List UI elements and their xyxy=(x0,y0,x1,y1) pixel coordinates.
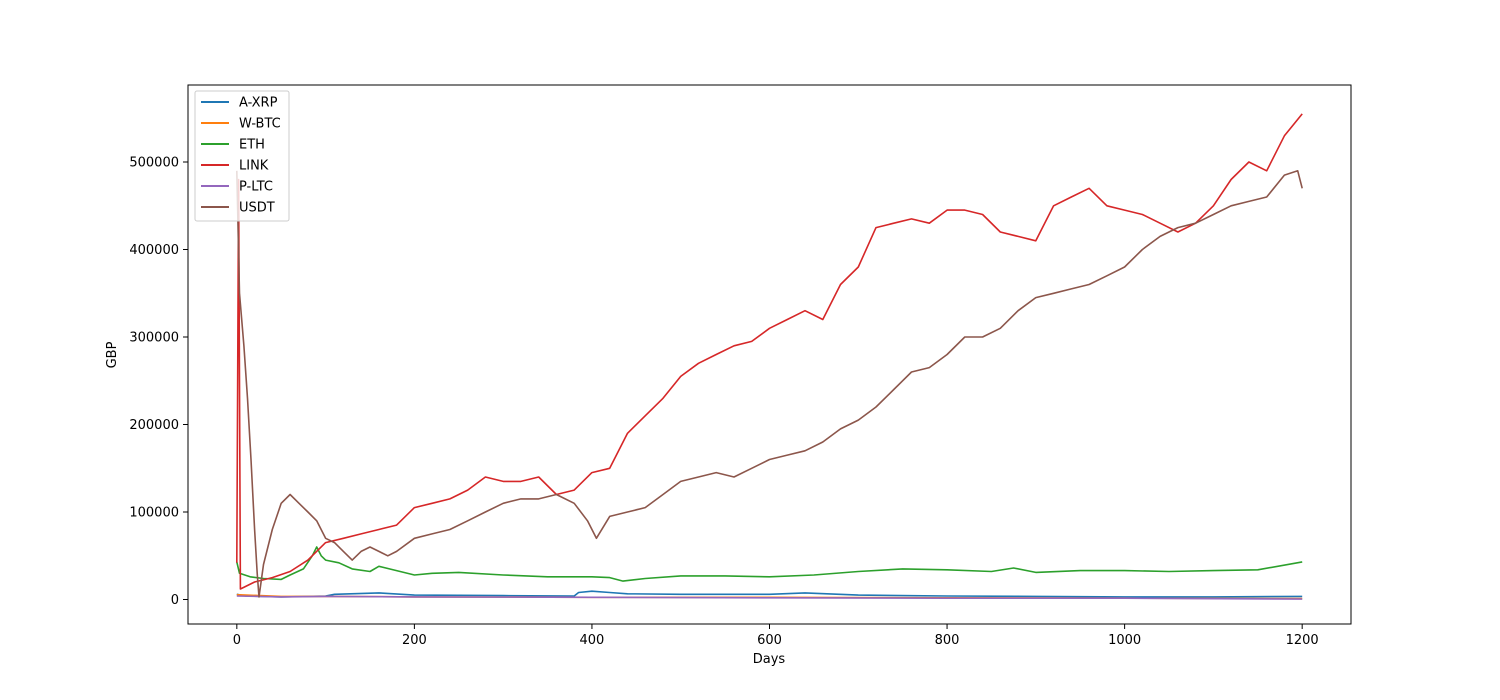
x-tick-label: 400 xyxy=(580,633,605,648)
x-tick-label: 1000 xyxy=(1108,633,1141,648)
legend-label-usdt: USDT xyxy=(239,201,275,216)
legend-label-link: LINK xyxy=(239,159,269,174)
plot-lines xyxy=(236,113,1303,600)
x-axis-label: Days xyxy=(753,652,786,667)
x-tick-label: 600 xyxy=(757,633,782,648)
y-tick-label: 0 xyxy=(171,593,179,608)
x-axis-ticks: 0 200 400 600 800 1000 1200 xyxy=(233,624,1319,648)
x-tick-label: 1200 xyxy=(1286,633,1319,648)
series-line-link xyxy=(236,113,1303,590)
legend-label-eth: ETH xyxy=(239,138,265,153)
y-tick-label: 100000 xyxy=(129,506,179,521)
y-axis-label: GBP xyxy=(105,341,120,368)
legend-label-p-ltc: P-LTC xyxy=(239,180,273,195)
x-tick-label: 0 xyxy=(233,633,241,648)
series-line-p-ltc xyxy=(236,595,1303,600)
y-tick-label: 300000 xyxy=(129,331,179,346)
y-tick-label: 200000 xyxy=(129,418,179,433)
y-axis-ticks: 0 100000 200000 300000 400000 500000 xyxy=(129,156,188,608)
legend-label-w-btc: W-BTC xyxy=(239,117,281,132)
x-tick-label: 200 xyxy=(402,633,427,648)
legend-label-a-xrp: A-XRP xyxy=(239,96,278,111)
series-line-a-xrp xyxy=(236,590,1303,598)
y-tick-label: 500000 xyxy=(129,156,179,171)
series-line-eth xyxy=(236,546,1303,582)
series-line-usdt xyxy=(236,170,1303,598)
x-tick-label: 800 xyxy=(935,633,960,648)
legend: A-XRP W-BTC ETH LINK P-LTC USDT xyxy=(194,90,290,222)
y-tick-label: 400000 xyxy=(129,243,179,258)
